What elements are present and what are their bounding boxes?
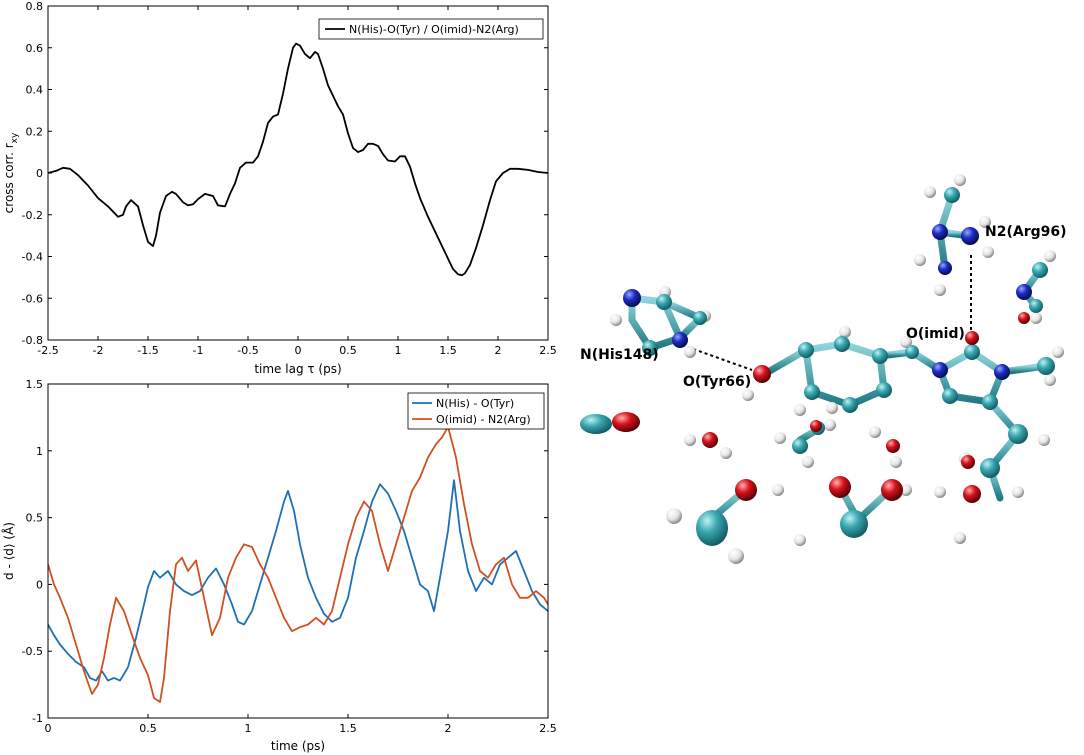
- top-legend: N(His)-O(Tyr) / O(imid)-N2(Arg): [318, 18, 544, 40]
- y-tick-label: 0.2: [26, 125, 44, 138]
- bottom-y-axis-label: d - ⟨d⟩ (Å): [1, 522, 16, 580]
- top-y-axis-label: cross corr. rxy: [2, 132, 20, 213]
- x-tick-label: 0.5: [139, 722, 157, 735]
- top-legend-label: N(His)-O(Tyr) / O(imid)-N2(Arg): [349, 23, 519, 36]
- y-tick-label: -0.6: [22, 292, 43, 305]
- y-tick-label: -0.8: [22, 334, 43, 347]
- oxygen-atoms: [612, 312, 1030, 503]
- x-tick-label: 1: [395, 344, 402, 357]
- y-tick-label: -0.5: [22, 645, 43, 658]
- x-tick-label: 1.5: [439, 344, 457, 357]
- y-tick-label: 0.8: [26, 0, 44, 13]
- bottom-plot-lines: [48, 425, 548, 703]
- molecule-atoms: [580, 174, 1064, 564]
- series-line-0: [48, 479, 548, 682]
- y-tick-label: 0: [36, 167, 43, 180]
- series-line-0: [48, 42, 548, 277]
- x-tick-label: -1: [193, 344, 204, 357]
- top-plot-frame: [47, 5, 549, 341]
- top-x-ticks: -2.5 -2 -1.5 -1 -0.5 0 0.5 1 1.5 2 2.5: [37, 6, 557, 357]
- label-n2-arg96: N2(Arg96): [985, 224, 1067, 240]
- x-tick-label: 2.5: [539, 722, 557, 735]
- top-x-axis-label: time lag τ (ps): [254, 362, 341, 376]
- x-tick-label: -2.5: [37, 344, 58, 357]
- y-tick-label: -0.4: [22, 251, 43, 264]
- x-tick-label: 0: [45, 722, 52, 735]
- y-tick-label: 0.4: [26, 84, 44, 97]
- bottom-legend-label-imid-arg: O(imid) - N2(Arg): [436, 413, 531, 426]
- bottom-x-axis-label: time (ps): [271, 739, 325, 753]
- distance-chart: -1 -0.5 0 0.5 1 1.5 0 0.5 1 1.5 2 2.5 time (ps) d …: [1, 378, 557, 753]
- x-tick-label: -2: [93, 344, 104, 357]
- bottom-legend: N(His) - O(Tyr) O(imid) - N2(Arg): [407, 392, 545, 430]
- label-o-tyr66: O(Tyr66): [683, 374, 751, 390]
- x-tick-label: 1: [245, 722, 252, 735]
- y-tick-label: 1.5: [26, 378, 44, 391]
- y-tick-label: 0.5: [26, 512, 44, 525]
- x-tick-label: 2: [445, 722, 452, 735]
- top-legend-box: [318, 18, 544, 40]
- top-y-ticks: -0.8 -0.6 -0.4 -0.2 0 0.2 0.4 0.6 0.8: [22, 0, 548, 347]
- x-tick-label: 1.5: [339, 722, 357, 735]
- y-tick-label: -0.2: [22, 209, 43, 222]
- bottom-x-ticks: 0 0.5 1 1.5 2 2.5: [45, 384, 557, 735]
- y-tick-label: -1: [32, 712, 43, 725]
- x-tick-label: 0: [295, 344, 302, 357]
- x-tick-label: 0.5: [339, 344, 357, 357]
- bottom-plot-frame: [47, 383, 549, 719]
- y-tick-label: 1: [36, 445, 43, 458]
- nitrogen-atoms: [623, 224, 1032, 380]
- carbon-atoms: [580, 187, 1055, 546]
- series-line-1: [48, 425, 548, 703]
- y-tick-label: 0.6: [26, 42, 44, 55]
- x-tick-label: -1.5: [137, 344, 158, 357]
- bottom-legend-label-his-tyr: N(His) - O(Tyr): [436, 397, 514, 410]
- x-tick-label: 2: [495, 344, 502, 357]
- x-tick-label: -0.5: [237, 344, 258, 357]
- label-n-his148: N(His148): [580, 347, 659, 363]
- top-plot-lines: [48, 42, 548, 277]
- y-tick-label: 0: [36, 578, 43, 591]
- correlation-chart: -0.8 -0.6 -0.4 -0.2 0 0.2 0.4 0.6 0.8 -2.5 -2 -1.5…: [2, 0, 557, 376]
- hydrogen-atoms: [610, 174, 1064, 564]
- molecule-render: N2(Arg96) O(imid) N(His148) O(Tyr66): [580, 174, 1067, 564]
- x-tick-label: 2.5: [539, 344, 557, 357]
- bottom-legend-box: [407, 392, 545, 430]
- label-o-imid: O(imid): [906, 326, 965, 342]
